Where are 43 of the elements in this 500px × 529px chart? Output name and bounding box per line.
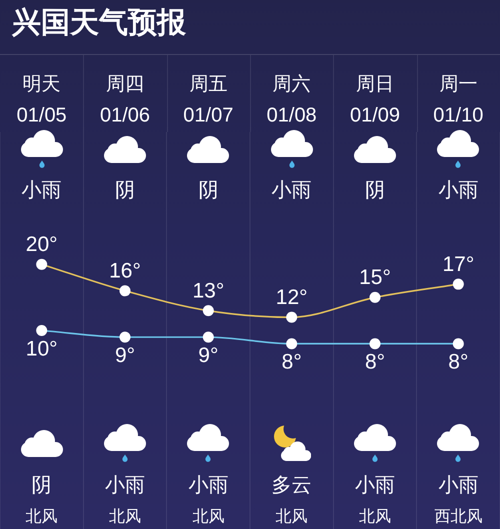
data-label: 20°	[26, 233, 58, 256]
x-tick-label: 01/08	[266, 104, 317, 127]
text: 周四	[106, 74, 144, 96]
x-tick-label: 01/06	[100, 104, 150, 127]
x-tick-label: 01/10	[433, 104, 484, 127]
text: 小雨	[105, 474, 145, 497]
text: 阴	[365, 180, 385, 202]
data-label: 17°	[442, 252, 474, 276]
x-tick-label: 01/05	[16, 104, 67, 127]
text: 小雨	[22, 180, 62, 202]
data-label: 8°	[448, 350, 468, 374]
text: 阴	[32, 474, 52, 497]
chart-title: 兴国天气预报	[11, 7, 187, 39]
text: 小雨	[272, 180, 312, 202]
text: 北风	[192, 507, 224, 526]
text: 周五	[189, 74, 228, 96]
text: 多云	[272, 474, 312, 497]
text: 周六	[272, 73, 311, 96]
text: 北风	[276, 507, 308, 526]
data-label: 9°	[114, 344, 136, 367]
text: 西北风	[434, 507, 482, 526]
x-tick-label: 01/09	[350, 104, 400, 127]
text: 明天	[22, 74, 61, 96]
data-label: 8°	[282, 350, 302, 374]
text: 小雨	[438, 474, 478, 497]
data-label: 12°	[276, 286, 308, 310]
data-label: 8°	[364, 350, 386, 374]
text: 北风	[109, 507, 141, 526]
text: 小雨	[188, 474, 228, 497]
data-label: 9°	[198, 344, 218, 367]
text: 小雨	[438, 180, 478, 202]
data-label: 16°	[109, 260, 141, 283]
text: 小雨	[355, 474, 395, 497]
text: 北风	[26, 507, 58, 526]
text: 阴	[198, 180, 218, 202]
data-label: 15°	[359, 266, 391, 290]
text: 周日	[356, 74, 394, 96]
data-label: 13°	[192, 279, 224, 302]
text: 阴	[115, 180, 135, 202]
text: 周一	[439, 74, 478, 96]
x-tick-label: 01/07	[183, 104, 234, 127]
text: 北风	[359, 507, 391, 526]
data-label: 10°	[26, 337, 58, 360]
